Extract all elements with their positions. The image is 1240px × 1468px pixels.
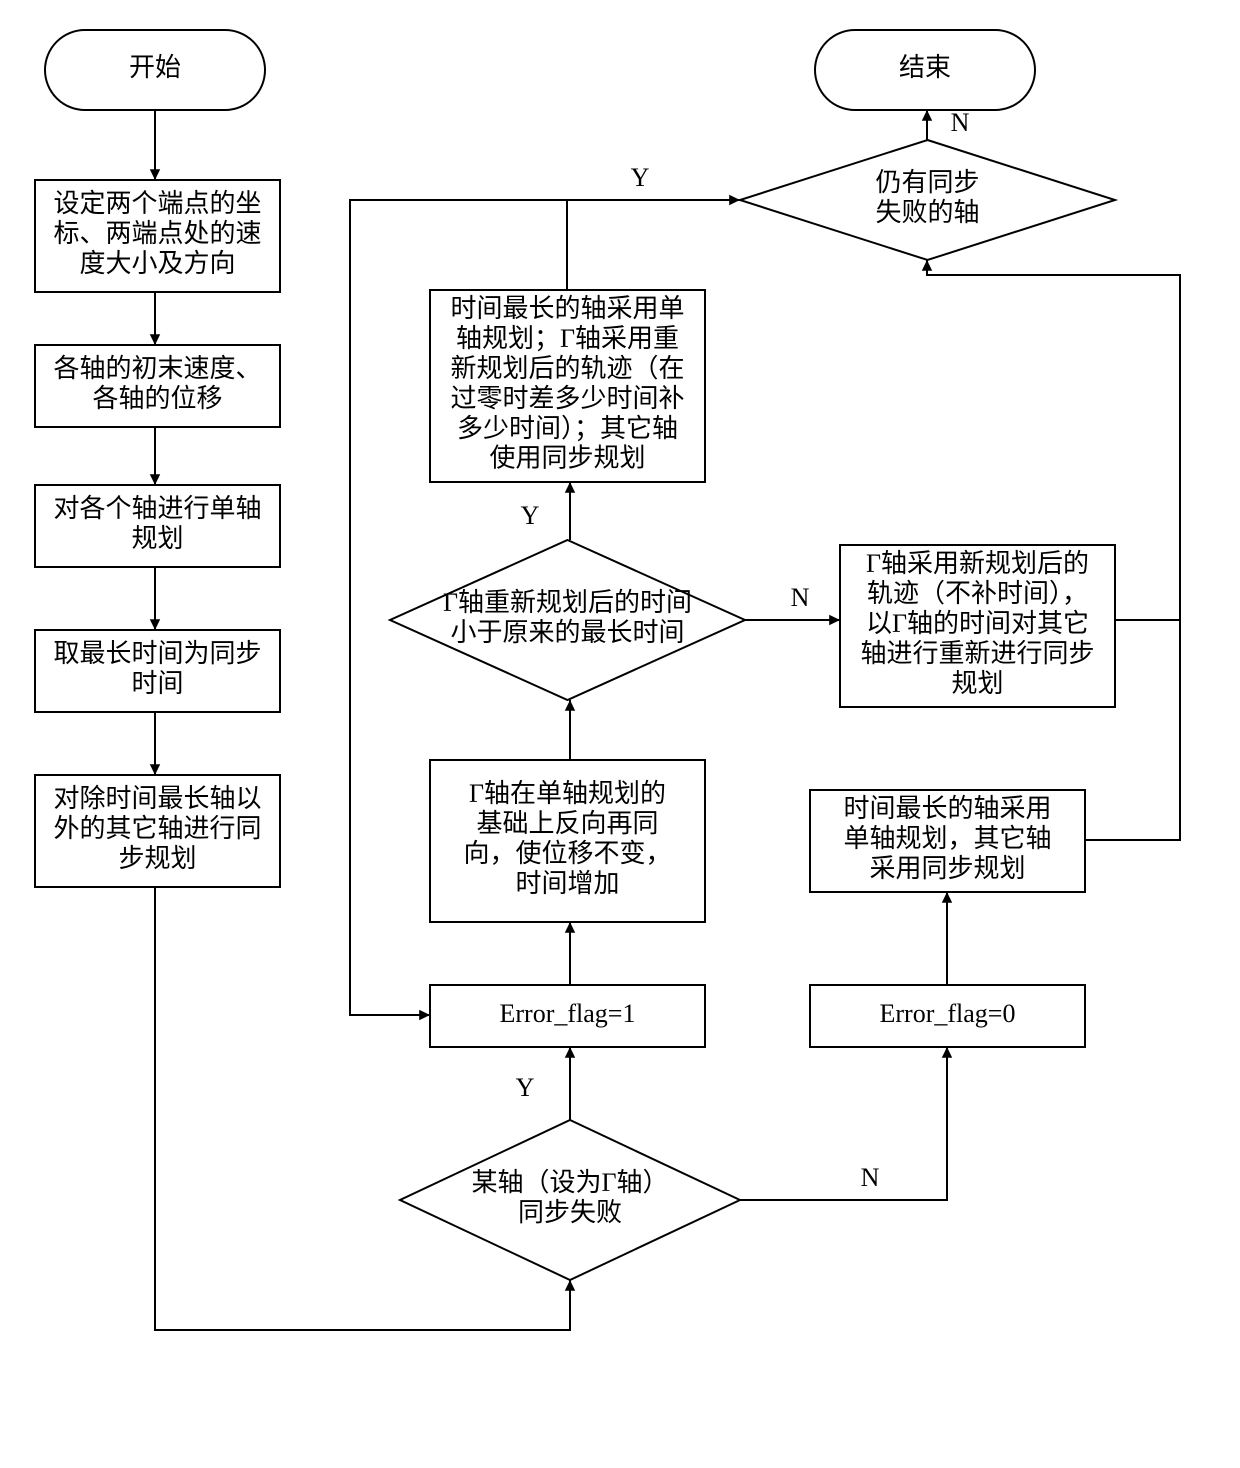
edge-ef1-p8 — [565, 922, 575, 985]
svg-text:时间最长的轴采用: 时间最长的轴采用 — [843, 794, 1051, 823]
svg-text:过零时差多少时间补: 过零时差多少时间补 — [450, 384, 684, 413]
svg-text:Γ轴采用新规划后的: Γ轴采用新规划后的 — [866, 549, 1089, 578]
svg-text:多少时间）；其它轴: 多少时间）；其它轴 — [457, 414, 678, 443]
node-end: 结束 — [815, 30, 1035, 110]
svg-text:使用同步规划: 使用同步规划 — [489, 444, 645, 473]
edge-p4-p5 — [150, 712, 160, 775]
svg-text:外的其它轴进行同: 外的其它轴进行同 — [53, 814, 261, 843]
edge-d1-end: N — [922, 108, 970, 140]
svg-text:N: N — [951, 108, 970, 137]
svg-text:基础上反向再同: 基础上反向再同 — [476, 809, 658, 838]
svg-text:向，使位移不变，: 向，使位移不变， — [463, 839, 671, 868]
svg-text:以Γ轴的时间对其它: 以Γ轴的时间对其它 — [866, 609, 1089, 638]
svg-text:Γ轴在单轴规划的: Γ轴在单轴规划的 — [469, 779, 666, 808]
svg-text:N: N — [791, 583, 810, 612]
node-p9: 时间最长的轴采用单轴规划，其它轴采用同步规划 — [810, 790, 1085, 892]
svg-text:失败的轴: 失败的轴 — [875, 198, 979, 227]
svg-text:某轴（设为Γ轴）: 某轴（设为Γ轴） — [471, 1168, 668, 1197]
svg-text:对除时间最长轴以: 对除时间最长轴以 — [53, 784, 261, 813]
node-p2: 各轴的初末速度、各轴的位移 — [35, 345, 280, 427]
svg-text:采用同步规划: 采用同步规划 — [869, 854, 1025, 883]
svg-text:规划: 规划 — [951, 669, 1003, 698]
svg-text:轨迹（不补时间），: 轨迹（不补时间）， — [867, 579, 1088, 608]
node-d1: 仍有同步失败的轴 — [740, 140, 1115, 260]
svg-text:规划: 规划 — [131, 524, 183, 553]
node-d3: 某轴（设为Γ轴）同步失败 — [400, 1120, 740, 1280]
svg-text:各轴的位移: 各轴的位移 — [92, 384, 222, 413]
node-d2: Γ轴重新规划后的时间小于原来的最长时间 — [390, 540, 745, 700]
node-p3: 对各个轴进行单轴规划 — [35, 485, 280, 567]
svg-text:Γ轴重新规划后的时间: Γ轴重新规划后的时间 — [443, 588, 692, 617]
svg-text:N: N — [861, 1163, 880, 1192]
svg-text:度大小及方向: 度大小及方向 — [79, 249, 235, 278]
svg-text:新规划后的轨迹（在: 新规划后的轨迹（在 — [450, 354, 684, 383]
svg-text:轴进行重新进行同步: 轴进行重新进行同步 — [860, 639, 1094, 668]
edge-d3-ef1: Y — [516, 1047, 576, 1120]
svg-text:Y: Y — [631, 163, 650, 192]
node-ef0: Error_flag=0 — [810, 985, 1085, 1047]
node-p5: 对除时间最长轴以外的其它轴进行同步规划 — [35, 775, 280, 887]
svg-text:取最长时间为同步: 取最长时间为同步 — [53, 639, 261, 668]
edge-d2-p7: N — [745, 583, 840, 625]
svg-text:时间: 时间 — [131, 669, 183, 698]
node-p6: 时间最长的轴采用单轴规划；Γ轴采用重新规划后的轨迹（在过零时差多少时间补多少时间… — [430, 290, 705, 482]
edge-d2-p6: Y — [521, 482, 576, 540]
edge-p1-p2 — [150, 292, 160, 345]
edge-ef0-p9 — [942, 892, 952, 985]
edge-start-p1 — [150, 110, 160, 180]
svg-text:步规划: 步规划 — [118, 844, 196, 873]
svg-text:仍有同步: 仍有同步 — [875, 168, 979, 197]
edge-p5-d3 — [155, 887, 575, 1330]
svg-text:Error_flag=0: Error_flag=0 — [880, 999, 1016, 1028]
svg-text:单轴规划，其它轴: 单轴规划，其它轴 — [843, 824, 1051, 853]
edge-p8-d2 — [565, 700, 575, 760]
node-ef1: Error_flag=1 — [430, 985, 705, 1047]
node-start: 开始 — [45, 30, 265, 110]
svg-text:Y: Y — [516, 1073, 535, 1102]
edge-d3-ef0: N — [740, 1047, 952, 1200]
node-p4: 取最长时间为同步时间 — [35, 630, 280, 712]
edge-p2-p3 — [150, 427, 160, 485]
svg-text:对各个轴进行单轴: 对各个轴进行单轴 — [53, 494, 261, 523]
svg-text:时间最长的轴采用单: 时间最长的轴采用单 — [450, 294, 684, 323]
svg-text:时间增加: 时间增加 — [515, 869, 619, 898]
svg-text:结束: 结束 — [899, 53, 951, 82]
svg-text:Y: Y — [521, 501, 540, 530]
edge-p3-p4 — [150, 567, 160, 630]
svg-text:标、两端点处的速: 标、两端点处的速 — [53, 219, 261, 248]
svg-text:各轴的初末速度、: 各轴的初末速度、 — [53, 354, 261, 383]
svg-text:设定两个端点的坐: 设定两个端点的坐 — [53, 189, 261, 218]
svg-text:小于原来的最长时间: 小于原来的最长时间 — [450, 618, 684, 647]
svg-text:同步失败: 同步失败 — [518, 1198, 622, 1227]
edge-p6-d1 — [567, 195, 740, 290]
node-p7: Γ轴采用新规划后的轨迹（不补时间），以Γ轴的时间对其它轴进行重新进行同步规划 — [840, 545, 1115, 707]
svg-text:轴规划；Γ轴采用重: 轴规划；Γ轴采用重 — [456, 324, 679, 353]
svg-text:Error_flag=1: Error_flag=1 — [500, 999, 636, 1028]
node-p8: Γ轴在单轴规划的基础上反向再同向，使位移不变，时间增加 — [430, 760, 705, 922]
node-p1: 设定两个端点的坐标、两端点处的速度大小及方向 — [35, 180, 280, 292]
svg-text:开始: 开始 — [129, 53, 181, 82]
